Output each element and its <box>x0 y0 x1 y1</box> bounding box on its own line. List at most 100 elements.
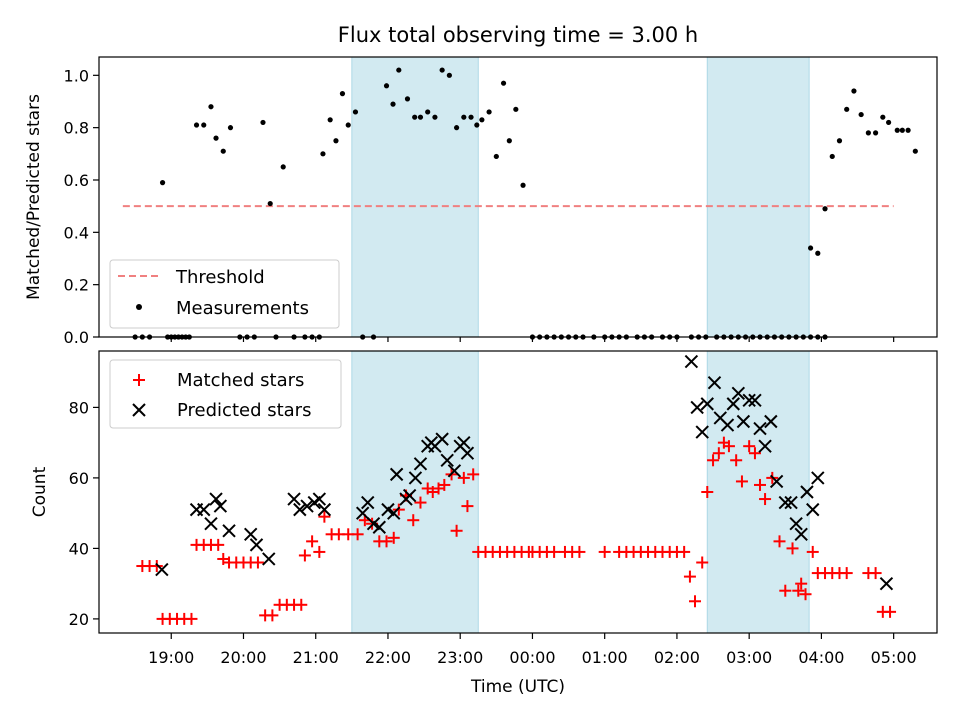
measurement-point <box>851 88 857 94</box>
matched-star-point <box>414 496 427 509</box>
predicted-star-point <box>389 467 404 482</box>
matched-star-point <box>722 440 735 453</box>
measurement-point <box>486 109 492 115</box>
predicted-star-point <box>690 400 704 415</box>
predicted-star-point <box>361 495 375 510</box>
predicted-star-point <box>447 464 462 478</box>
predicted-star-point <box>707 376 722 390</box>
x-axis-label: Time (UTC) <box>470 677 565 697</box>
measurement-point <box>425 109 431 115</box>
matched-star-point <box>806 545 819 558</box>
predicted-star-point <box>784 495 798 510</box>
matched-star-point <box>251 556 264 569</box>
measurement-point <box>858 111 864 118</box>
measurement-point <box>461 114 467 120</box>
shaded-span <box>351 350 479 634</box>
measurement-point <box>872 130 879 136</box>
bottom-y-axis-label: Count <box>30 466 50 517</box>
matched-star-point <box>461 500 474 513</box>
predicted-star-point <box>243 527 258 542</box>
measurement-point <box>474 122 480 128</box>
measurement-point <box>213 135 219 141</box>
matched-star-point <box>701 486 714 498</box>
predicted-star-point <box>209 492 223 506</box>
x-tick-label: 02:00 <box>654 648 700 667</box>
predicted-star-point <box>372 520 387 534</box>
predicted-star-point <box>806 502 820 517</box>
measurement-point <box>912 148 918 154</box>
bottom-legend-box <box>109 359 342 429</box>
shaded-span <box>351 56 479 338</box>
measurement-point <box>396 67 402 73</box>
measurement-point <box>320 151 326 157</box>
matched-star-point <box>678 545 691 558</box>
measurement-point <box>844 106 850 112</box>
x-tick-label: 01:00 <box>582 648 628 667</box>
y-tick-label: 0.2 <box>64 276 89 295</box>
bottom-axes-frame <box>98 350 938 634</box>
matched-star-point <box>548 545 561 558</box>
matched-star-point <box>730 454 743 467</box>
measurement-point <box>479 117 485 123</box>
chart-title: Flux total observing time = 3.00 h <box>338 23 698 47</box>
y-tick-label: 40 <box>69 539 89 558</box>
matched-star-point <box>799 588 812 601</box>
top-panel: 0.0 0.2 0.4 0.6 0.8 1.0 Matched/Predicted sta… <box>24 56 938 347</box>
measurement-point <box>432 114 438 120</box>
predicted-star-point <box>753 421 767 436</box>
measurement-point <box>280 164 286 170</box>
matched-star-point <box>407 514 420 527</box>
matched-star-point <box>298 549 311 562</box>
matched-star-point <box>318 510 331 523</box>
measurement-point <box>822 206 828 212</box>
matched-star-point <box>266 609 279 622</box>
matched-star-point <box>450 524 463 537</box>
y-tick-label: 60 <box>69 469 89 488</box>
matched-star-point <box>748 447 761 460</box>
bottom-x-ticks: 19:00 20:00 21:00 22:00 23:00 00:00 01:00 02:00… <box>148 633 917 667</box>
x-tick-label: 03:00 <box>726 648 772 667</box>
top-y-axis-label: Matched/Predicted stars <box>24 94 44 300</box>
legend-predicted-swatch <box>132 403 146 417</box>
predicted-star-point <box>769 474 784 489</box>
predicted-star-point <box>879 576 894 591</box>
measurement-point <box>333 138 339 144</box>
measurement-point <box>417 114 424 120</box>
top-x-ticks <box>170 337 895 342</box>
predicted-star-point <box>300 499 314 513</box>
matched-star-point <box>792 584 805 597</box>
predicted-star-point <box>262 552 276 566</box>
bottom-y-ticks: 20 40 60 80 <box>69 398 99 629</box>
matched-star-point <box>212 538 225 551</box>
x-tick-label: 20:00 <box>220 648 266 667</box>
predicted-star-point <box>742 393 756 408</box>
bottom-shaded-spans <box>351 350 810 634</box>
x-tick-label: 04:00 <box>798 648 844 667</box>
measurement-point <box>227 125 234 131</box>
measurement-point <box>267 200 273 207</box>
predicted-star-point <box>287 492 301 506</box>
measurement-point <box>383 83 390 89</box>
measurement-point <box>520 182 526 188</box>
predicted-star-point <box>312 492 327 506</box>
measurement-point <box>159 180 166 186</box>
measurement-point <box>500 80 507 86</box>
matched-star-point <box>696 556 709 569</box>
legend-threshold-label: Threshold <box>175 267 265 288</box>
top-axes-frame <box>98 56 938 338</box>
predicted-star-point <box>408 471 423 485</box>
matched-star-point <box>779 584 792 597</box>
predicted-star-point <box>413 457 428 471</box>
predicted-star-point <box>293 502 307 517</box>
predicted-star-point <box>811 471 825 485</box>
predicted-star-point <box>748 393 762 408</box>
top-legend-box <box>109 259 340 329</box>
matched-star-point <box>351 528 364 541</box>
x-tick-label: 22:00 <box>365 648 411 667</box>
matched-star-point <box>754 478 767 491</box>
matched-stars-points <box>136 436 897 625</box>
measurement-point <box>905 127 911 133</box>
predicted-star-point <box>222 524 236 538</box>
y-tick-label: 80 <box>69 398 89 417</box>
